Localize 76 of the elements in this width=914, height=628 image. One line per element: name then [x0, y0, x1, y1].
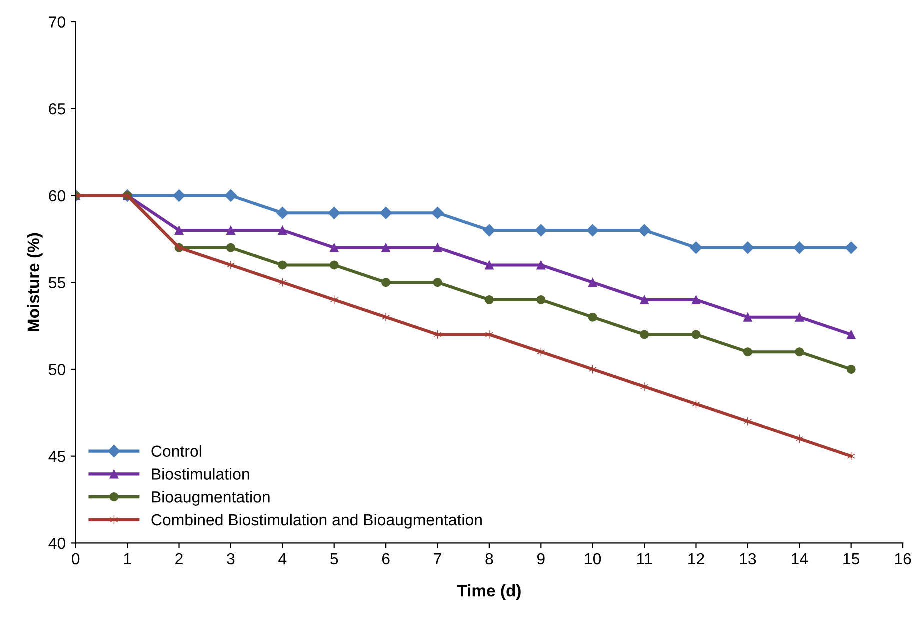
point [588, 278, 598, 288]
point [846, 364, 856, 374]
point [743, 348, 752, 357]
x-tick-label: 0 [72, 553, 80, 565]
y-tick-label: 40 [48, 538, 66, 550]
legend-label: Combined Biostimulation and Bioaugmentation [152, 514, 482, 529]
point [534, 224, 548, 237]
point [845, 242, 858, 254]
point [382, 312, 390, 322]
point [433, 243, 442, 252]
point [226, 243, 236, 252]
point [226, 226, 236, 235]
point [380, 206, 392, 220]
point [278, 226, 288, 235]
point [224, 189, 238, 202]
point [795, 348, 804, 357]
point [330, 260, 339, 270]
point [640, 295, 650, 304]
x-tick-label: 4 [278, 554, 287, 565]
x-tick-label: 10 [585, 553, 602, 565]
point [536, 260, 546, 270]
point [484, 295, 494, 304]
point [278, 260, 288, 270]
point [536, 295, 546, 304]
point [640, 382, 648, 392]
legend-label: Control [152, 445, 202, 458]
y-tick-label: 55 [49, 277, 66, 289]
point [588, 312, 598, 322]
x-tick-label: 1 [124, 554, 132, 565]
point [485, 330, 494, 340]
y-tick-label: 60 [49, 190, 66, 202]
x-tick-label: 8 [486, 553, 494, 565]
point [328, 206, 341, 220]
x-tick-label: 5 [330, 554, 338, 565]
point [433, 278, 442, 288]
point [692, 295, 701, 304]
point [330, 243, 339, 252]
point [382, 243, 391, 252]
x-tick-label: 15 [844, 554, 860, 565]
point [432, 206, 444, 220]
x-tick-label: 3 [227, 553, 235, 565]
point [846, 330, 856, 340]
x-tick-label: 2 [176, 553, 183, 565]
legend-label: Bioaugmentation [152, 491, 270, 506]
x-tick-label: 9 [537, 553, 545, 565]
point [276, 206, 289, 220]
x-tick-label: 13 [740, 553, 756, 565]
point [742, 242, 754, 254]
point [795, 312, 804, 322]
point [793, 242, 806, 254]
point [690, 242, 702, 254]
point [640, 330, 650, 340]
point [382, 278, 391, 288]
point [744, 417, 752, 426]
x-tick-label: 7 [434, 554, 442, 565]
x-tick-label: 11 [637, 554, 652, 565]
point [638, 224, 651, 237]
x-tick-label: 6 [382, 553, 390, 565]
point [483, 224, 496, 237]
y-tick-label: 45 [48, 451, 66, 462]
point [173, 189, 186, 202]
y-axis-title: Moisture (%) [27, 233, 43, 332]
x-axis-title: Time (d) [457, 584, 521, 600]
x-tick-label: 16 [895, 553, 912, 565]
point [692, 330, 701, 340]
point [743, 312, 752, 322]
x-tick-label: 12 [688, 553, 704, 565]
x-tick-label: 14 [792, 554, 808, 565]
legend-label: Biostimulation [152, 468, 250, 480]
point [586, 224, 600, 237]
y-tick-label: 50 [49, 364, 66, 376]
point [484, 260, 494, 270]
point [174, 226, 184, 235]
y-tick-label: 70 [49, 16, 66, 28]
point [227, 260, 235, 270]
y-tick-label: 65 [49, 103, 66, 115]
